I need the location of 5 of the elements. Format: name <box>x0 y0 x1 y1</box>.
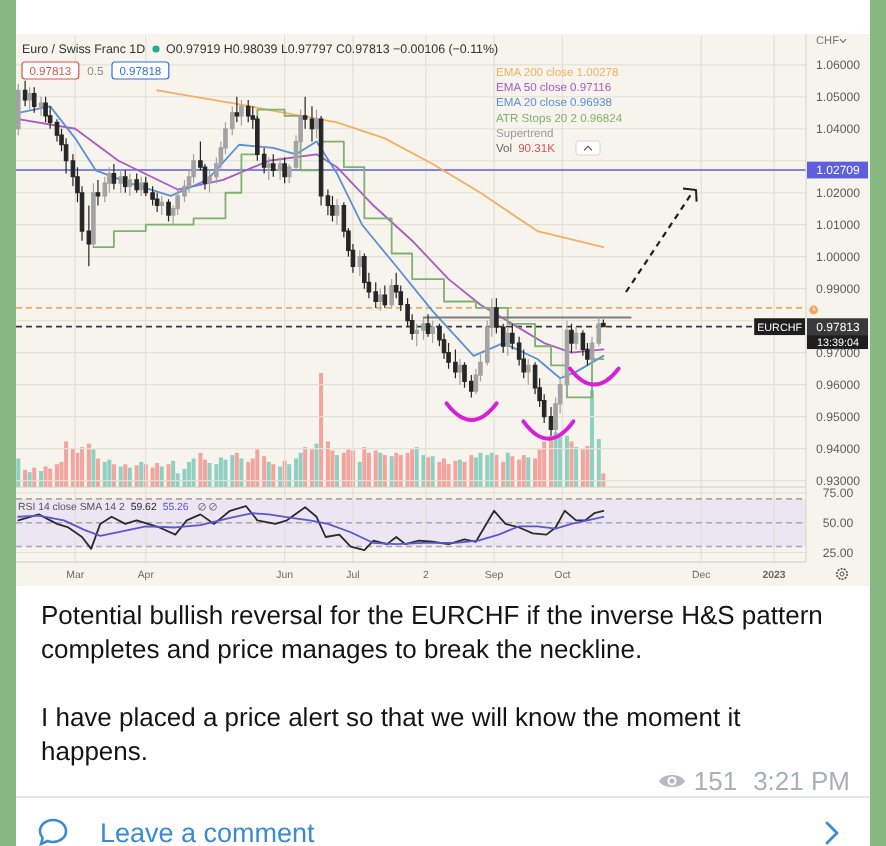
text: 151 <box>693 765 738 795</box>
text: 3:21 PM <box>753 765 850 795</box>
text: I have placed a price alert so that we will know the moment it happens. <box>41 700 743 768</box>
text: Potential bullish reversal for the EURCHF if the inverse H&S pattern completes and price manages to break the neckline. <box>41 598 825 666</box>
text: Leave a comment <box>100 817 315 846</box>
